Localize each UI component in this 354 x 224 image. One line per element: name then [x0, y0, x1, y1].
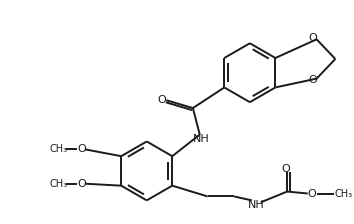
- Text: O: O: [308, 33, 317, 43]
- Text: O: O: [307, 189, 316, 198]
- Text: O: O: [78, 179, 86, 189]
- Text: O: O: [157, 95, 166, 105]
- Text: CH₃: CH₃: [49, 179, 67, 189]
- Text: NH: NH: [192, 134, 209, 144]
- Text: O: O: [282, 164, 291, 174]
- Text: O: O: [78, 144, 86, 154]
- Text: CH₃: CH₃: [49, 144, 67, 154]
- Text: O: O: [308, 75, 317, 85]
- Text: NH: NH: [247, 200, 264, 210]
- Text: CH₃: CH₃: [334, 189, 352, 198]
